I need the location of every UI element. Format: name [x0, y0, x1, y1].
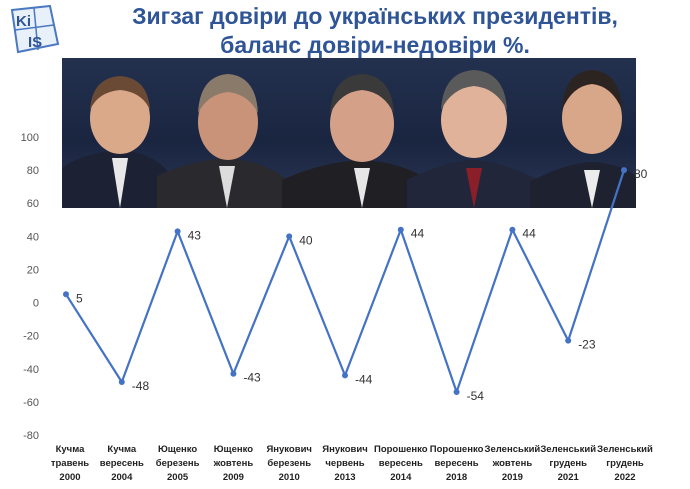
y-tick-label: -20	[23, 331, 39, 343]
portrait-1	[62, 76, 172, 208]
y-tick-label: 0	[33, 298, 39, 310]
x-axis: Кучма травень 2000 Кучма вересень 2004 Ющенко б…	[51, 444, 653, 483]
portrait-photo-strip	[62, 58, 636, 208]
page-title: Зигзаг довіри до українських президентів…	[70, 2, 680, 60]
y-tick-label: -40	[23, 364, 39, 376]
series-line	[65, 169, 626, 394]
y-tick-label: -60	[23, 397, 39, 409]
title-line-2: баланс довіри-недовіри %.	[220, 32, 530, 58]
data-label: -54	[467, 389, 485, 403]
y-axis: 100 80 60 40 20 0 -20 -40 -60 -80	[21, 132, 39, 442]
data-labels: 5 -48 43 -43 40 -44 44 -54 44 -23 80	[76, 167, 648, 403]
data-point	[174, 228, 181, 235]
y-tick-label: 80	[27, 165, 39, 177]
x-tick-label: Порошенко вересень 2018	[430, 444, 484, 483]
logo: Ki IS	[10, 4, 60, 54]
x-tick-label: Зеленський грудень 2022	[597, 444, 653, 483]
data-point	[397, 226, 404, 233]
title-line-1: Зигзаг довіри до українських президентів…	[132, 3, 618, 29]
portrait-5	[530, 70, 636, 208]
x-tick-label: Ющенко жовтень 2009	[213, 444, 254, 483]
data-point	[565, 337, 572, 344]
x-tick-label: Зеленський жовтень 2019	[485, 444, 541, 483]
y-tick-label: 40	[27, 231, 39, 243]
data-label: 43	[188, 228, 202, 242]
logo-text-top: Ki	[16, 13, 31, 30]
data-point	[118, 379, 125, 386]
y-tick-label: 100	[21, 132, 39, 144]
data-point	[230, 370, 237, 377]
data-point	[342, 372, 348, 379]
data-point	[621, 167, 627, 174]
y-tick-label: 20	[27, 264, 39, 276]
data-point	[509, 226, 516, 233]
x-tick-label: Зеленський грудень 2021	[540, 444, 596, 483]
portrait-3	[282, 74, 432, 208]
y-tick-label: -80	[23, 430, 39, 442]
portrait-4	[407, 70, 542, 208]
data-label: 44	[522, 227, 536, 241]
data-label: 40	[299, 233, 313, 247]
portrait-2	[157, 74, 287, 208]
data-point	[63, 291, 69, 298]
logo-text-bottom: IS	[28, 34, 42, 51]
x-tick-label: Кучма травень 2000	[51, 444, 89, 483]
x-tick-label: Кучма вересень 2004	[100, 444, 144, 483]
data-label: 5	[76, 291, 83, 305]
y-tick-label: 60	[27, 198, 39, 210]
x-tick-label: Янукович березень 2010	[266, 444, 311, 483]
data-label: -48	[132, 379, 150, 393]
data-points	[63, 167, 627, 395]
data-point	[286, 233, 293, 240]
data-label: 44	[411, 227, 425, 241]
series-line-group	[65, 169, 626, 394]
x-tick-label: Порошенко вересень 2014	[374, 444, 428, 483]
x-tick-label: Янукович червень 2013	[322, 444, 367, 483]
data-label: -44	[355, 372, 373, 386]
x-tick-label: Ющенко березень 2005	[156, 444, 200, 483]
data-label: -23	[578, 338, 596, 352]
data-label: 80	[634, 167, 648, 181]
data-point	[453, 388, 460, 395]
data-label: -43	[243, 371, 261, 385]
